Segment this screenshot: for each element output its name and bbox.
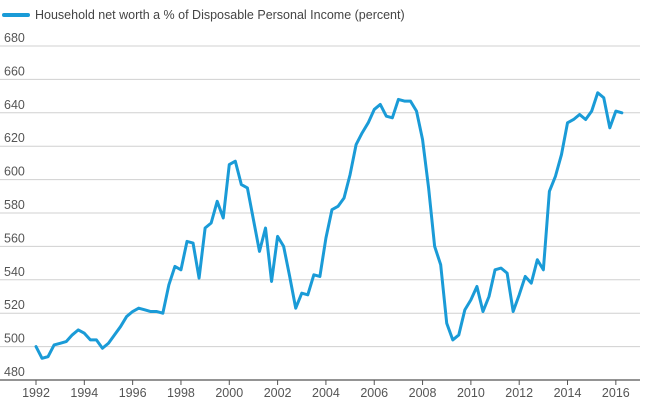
y-tick-label: 560 — [4, 231, 25, 245]
x-tick-label: 2002 — [264, 386, 292, 400]
x-tick-label: 2016 — [602, 386, 630, 400]
y-tick-label: 540 — [4, 265, 25, 279]
y-tick-label: 620 — [4, 131, 25, 145]
y-tick-label: 520 — [4, 298, 25, 312]
series-line — [34, 91, 624, 360]
legend: Household net worth a % of Disposable Pe… — [2, 8, 405, 22]
x-tick-label: 2010 — [457, 386, 485, 400]
y-tick-label: 480 — [4, 365, 25, 379]
series-layer — [34, 91, 624, 360]
x-tick-label: 1996 — [119, 386, 147, 400]
y-tick-label: 640 — [4, 98, 25, 112]
x-tick-label: 1994 — [70, 386, 98, 400]
x-tick-label: 2012 — [505, 386, 533, 400]
x-tick-label: 2014 — [554, 386, 582, 400]
x-tick-label: 2006 — [360, 386, 388, 400]
x-tick-label: 1992 — [22, 386, 50, 400]
legend-label: Household net worth a % of Disposable Pe… — [35, 8, 405, 22]
y-tick-label: 600 — [4, 165, 25, 179]
x-tick-label: 2004 — [312, 386, 340, 400]
x-tick-label: 2008 — [409, 386, 437, 400]
axis-layer: 480 500 520 540 560 580 600 620 640 660 680 1992 199… — [0, 31, 640, 400]
x-tick-label: 1998 — [167, 386, 195, 400]
grid-layer — [0, 45, 640, 348]
y-tick-label: 680 — [4, 31, 25, 45]
x-tick-label: 2000 — [215, 386, 243, 400]
y-tick-label: 660 — [4, 64, 25, 78]
y-tick-label: 580 — [4, 198, 25, 212]
y-tick-label: 500 — [4, 332, 25, 346]
